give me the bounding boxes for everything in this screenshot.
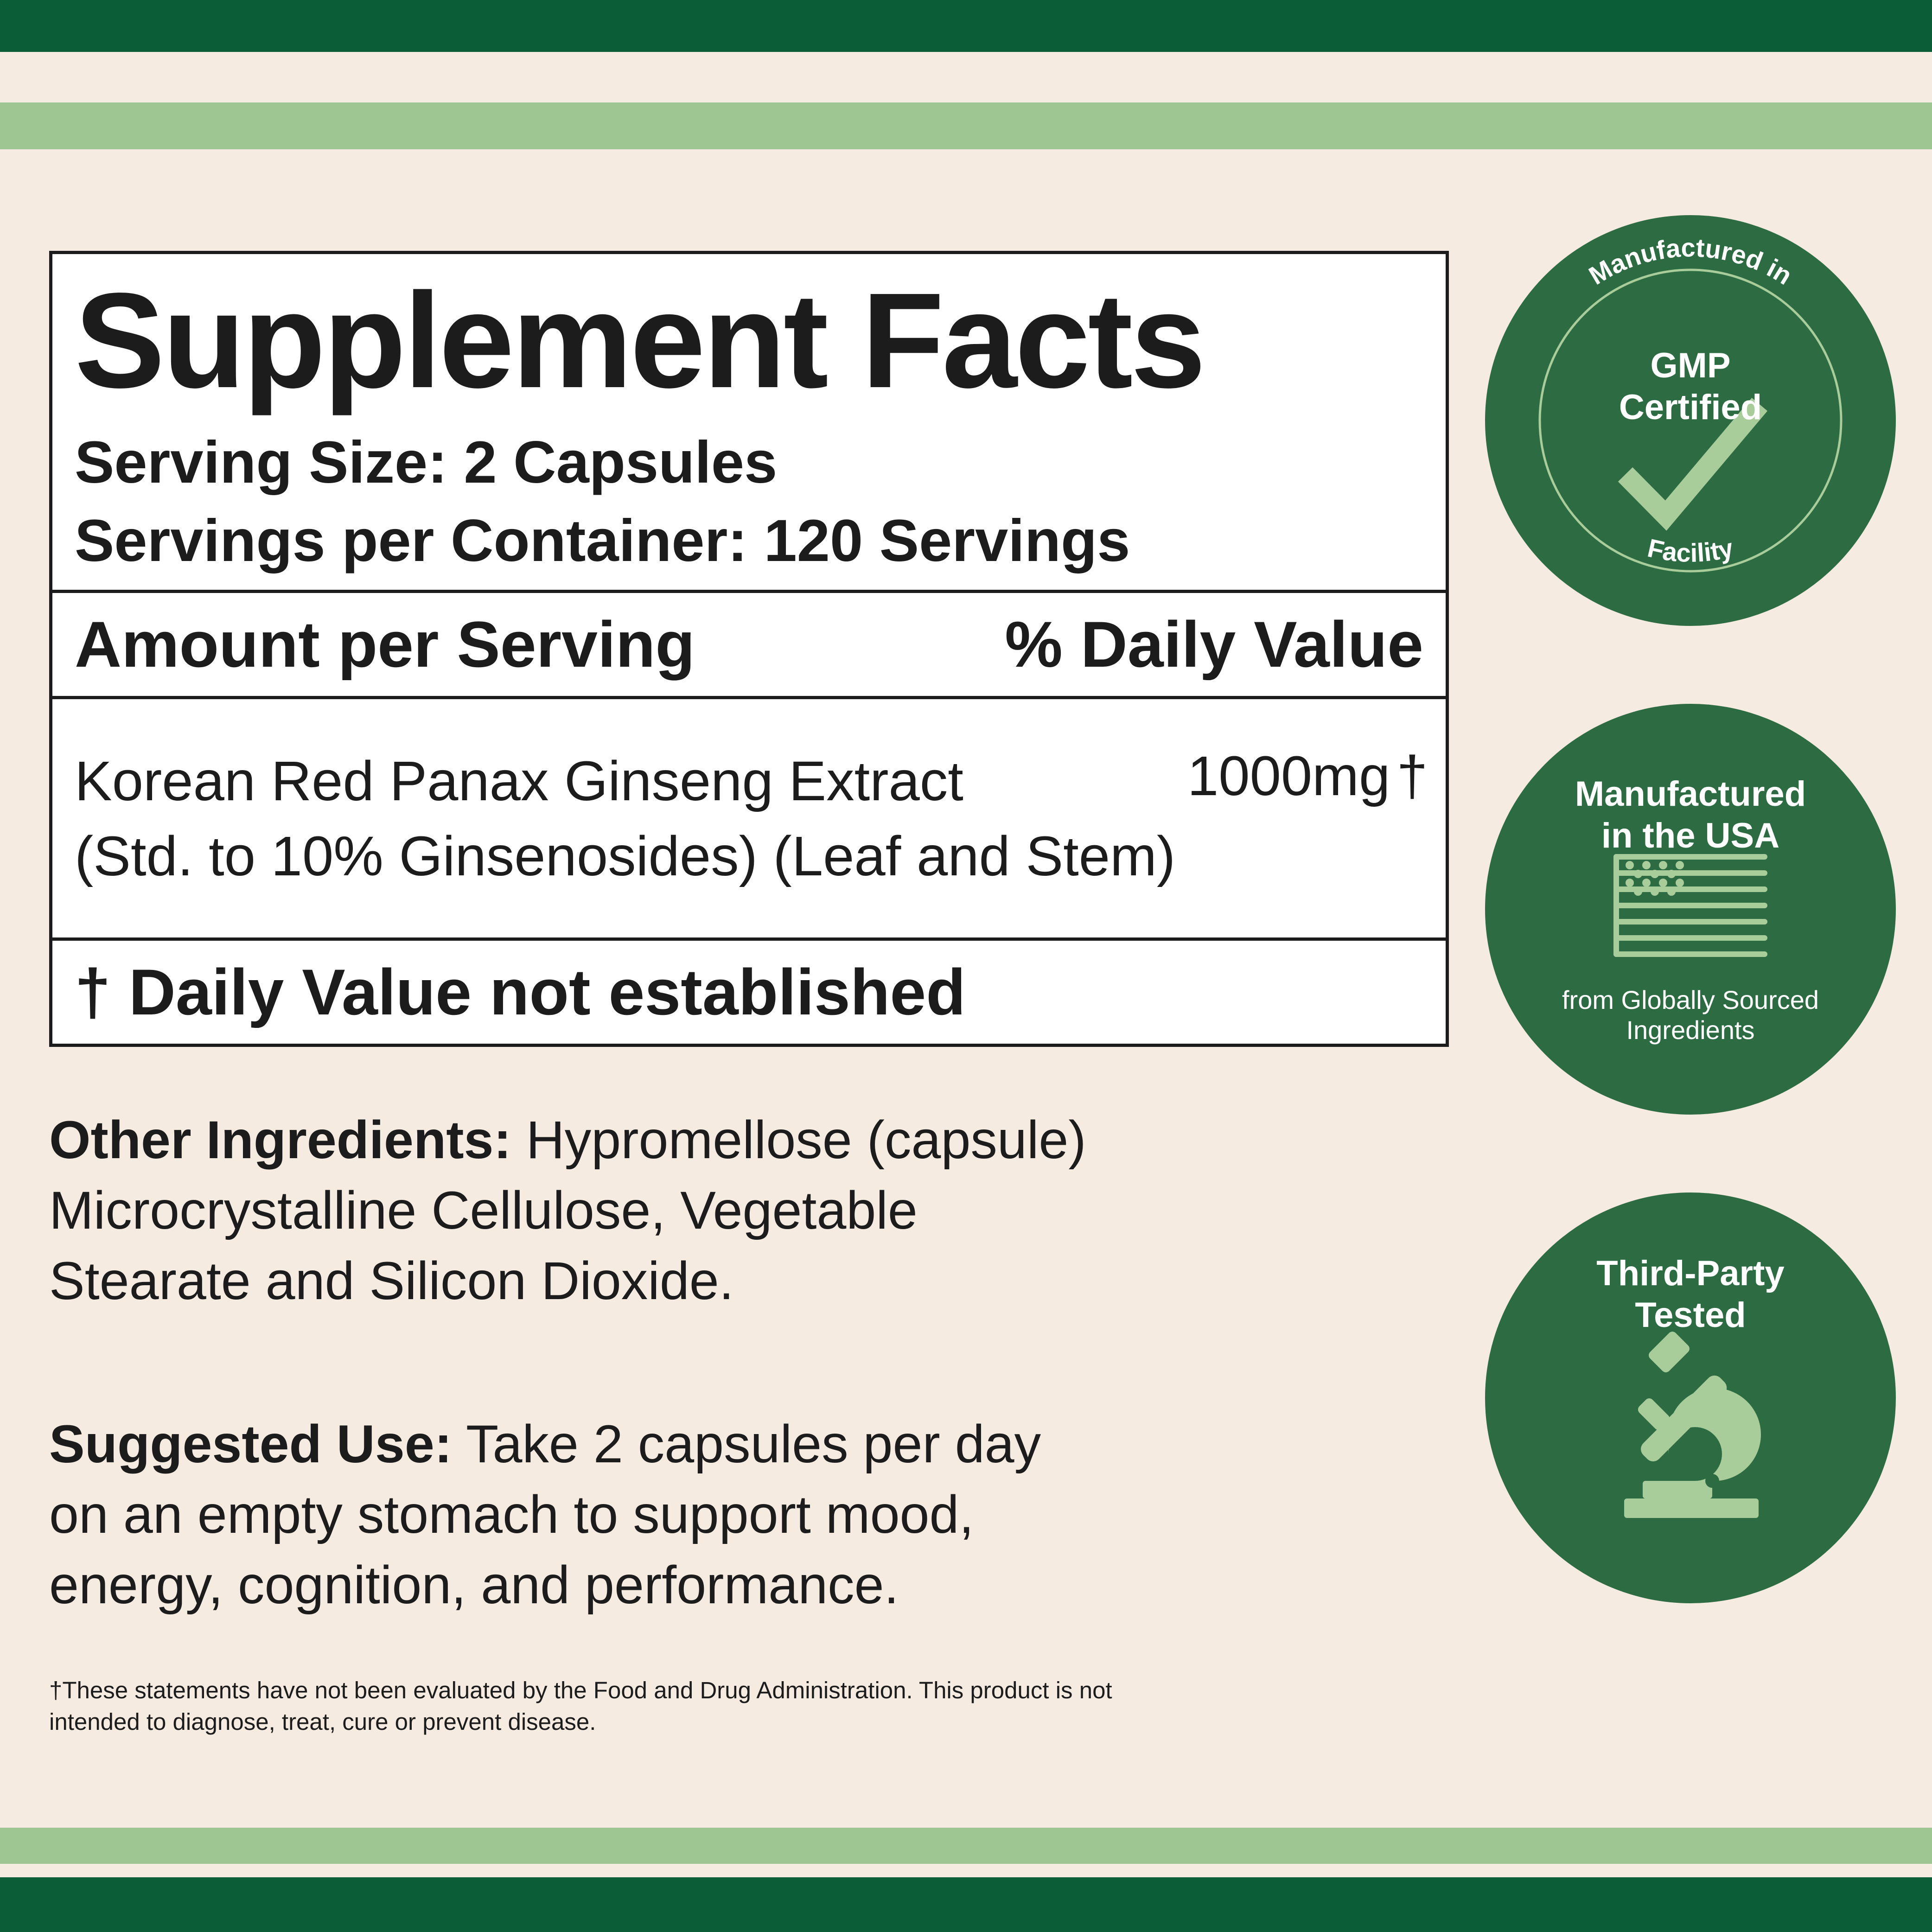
svg-text:Facility: Facility — [1645, 533, 1736, 568]
svg-text:Manufactured in: Manufactured in — [1584, 233, 1798, 290]
